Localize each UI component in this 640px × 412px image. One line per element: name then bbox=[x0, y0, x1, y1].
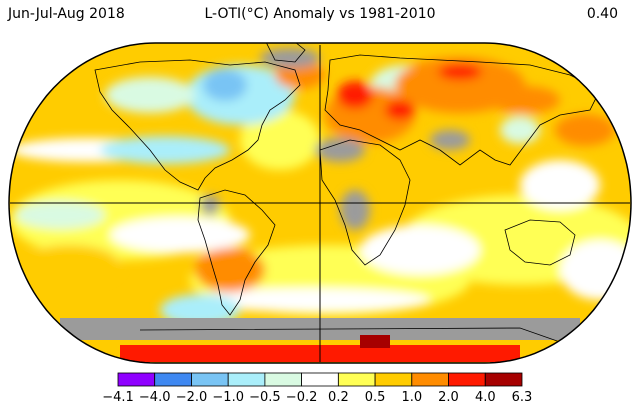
legend-swatch bbox=[154, 372, 192, 387]
legend-tick-label: −2.0 bbox=[176, 390, 208, 405]
legend-tick-label: −4.1 bbox=[102, 390, 134, 405]
globe-outline bbox=[8, 42, 632, 364]
legend-swatch bbox=[411, 372, 449, 387]
legend-swatch bbox=[374, 372, 413, 387]
coastlines bbox=[94, 43, 601, 343]
legend-swatches bbox=[117, 372, 523, 387]
map-title: L-OTI(°C) Anomaly vs 1981-2010 bbox=[204, 6, 436, 22]
legend-tick-label: 4.0 bbox=[475, 390, 496, 405]
legend-tick-label: 2.0 bbox=[438, 390, 459, 405]
legend-tick-label: −0.2 bbox=[286, 390, 318, 405]
legend-swatch bbox=[191, 372, 229, 387]
legend-swatch bbox=[117, 372, 156, 387]
legend-swatch bbox=[301, 372, 339, 387]
legend-tick-label: 1.0 bbox=[401, 390, 422, 405]
legend-swatch bbox=[484, 372, 523, 387]
legend-swatch bbox=[227, 372, 266, 387]
legend-tick-labels: −4.1 −4.0 −2.0 −1.0 −0.5 −0.2 0.2 0.5 1.0 2.0 4.0 6… bbox=[102, 390, 532, 405]
legend-swatch bbox=[264, 372, 302, 387]
legend-tick-label: −1.0 bbox=[212, 390, 244, 405]
legend-tick-label: 0.2 bbox=[328, 390, 349, 405]
legend-tick-label: −0.5 bbox=[249, 390, 281, 405]
legend-swatch bbox=[337, 372, 376, 387]
legend-tick-label: 0.5 bbox=[365, 390, 386, 405]
legend-tick-label: 6.3 bbox=[512, 390, 533, 405]
legend-tick-label: −4.0 bbox=[139, 390, 171, 405]
global-mean-value: 0.40 bbox=[586, 6, 618, 22]
period-label: Jun-Jul-Aug 2018 bbox=[8, 6, 125, 22]
legend-swatch bbox=[448, 372, 486, 387]
